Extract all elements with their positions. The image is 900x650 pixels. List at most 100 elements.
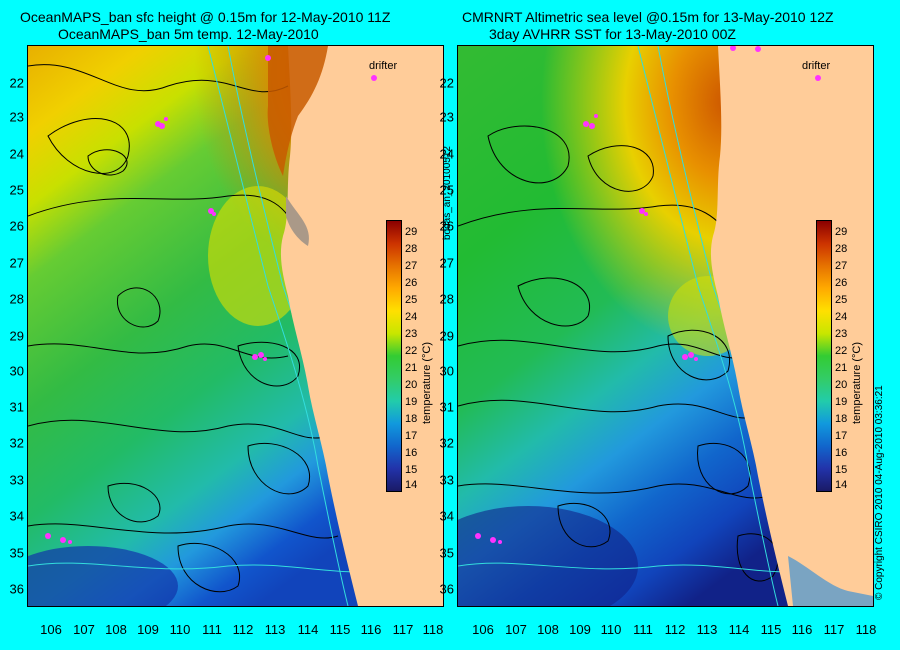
cbar-tick: 28: [835, 243, 848, 255]
latitude-tick: 33: [9, 472, 24, 488]
latitude-tick: 22: [439, 75, 454, 91]
longitude-tick: 118: [422, 622, 444, 637]
cbar-tick: 25: [405, 294, 418, 306]
longitude-tick: 115: [760, 622, 782, 637]
longitude-tick: 116: [791, 622, 813, 637]
latitude-tick: 27: [439, 255, 454, 271]
cbar-tick: 21: [405, 362, 418, 374]
cbar-tick: 25: [835, 294, 848, 306]
cbar-tick: 29: [835, 226, 848, 238]
run-id-label: bodas_an_20100512: [442, 146, 453, 240]
latitude-tick: 30: [9, 363, 24, 379]
right-drifter-label: drifter: [802, 60, 831, 72]
latitude-tick: 24: [9, 146, 24, 162]
latitude-tick: 32: [9, 435, 24, 451]
latitude-tick: 33: [439, 472, 454, 488]
longitude-tick: 116: [360, 622, 382, 637]
cbar-tick: 23: [405, 328, 418, 340]
latitude-tick: 35: [9, 545, 24, 561]
latitude-tick: 28: [439, 291, 454, 307]
longitude-tick: 112: [664, 622, 686, 637]
longitude-tick: 109: [137, 622, 159, 637]
latitude-tick: 23: [9, 109, 24, 125]
longitude-tick: 115: [329, 622, 351, 637]
cbar-tick: 23: [835, 328, 848, 340]
longitude-tick: 110: [600, 622, 622, 637]
cbar-tick: 16: [405, 447, 418, 459]
left-map-panel: drifter 29 28 27 26 25 24 23 22 21 20 19…: [27, 45, 444, 607]
cbar-tick: 26: [835, 277, 848, 289]
latitude-tick: 36: [439, 581, 454, 597]
cbar-tick: 27: [835, 260, 848, 272]
cbar-tick: 28: [405, 243, 418, 255]
cbar-tick: 24: [405, 311, 418, 323]
cbar-tick: 17: [835, 430, 848, 442]
right-longitude-axis: 106 107 108 109 110 111 112 113 114 115 …: [430, 622, 890, 642]
left-title-line1: OceanMAPS_ban sfc height @ 0.15m for 12-…: [20, 9, 391, 25]
latitude-tick: 29: [439, 328, 454, 344]
longitude-tick: 113: [696, 622, 718, 637]
longitude-tick: 109: [569, 622, 591, 637]
left-latitude-axis: 22 23 24 25 26 27 28 29 30 31 32 33 34 3…: [0, 0, 26, 650]
left-colorbar: [386, 220, 402, 492]
longitude-tick: 107: [505, 622, 527, 637]
latitude-tick: 25: [9, 182, 24, 198]
longitude-tick: 106: [40, 622, 62, 637]
cbar-tick: 15: [405, 464, 418, 476]
cbar-tick: 19: [835, 396, 848, 408]
copyright-label: © Copyright CSIRO 2010 04-Aug-2010 03:36…: [874, 385, 885, 600]
latitude-tick: 22: [9, 75, 24, 91]
longitude-tick: 108: [105, 622, 127, 637]
latitude-tick: 30: [439, 363, 454, 379]
right-map-canvas: [458, 46, 873, 606]
cbar-tick: 22: [405, 345, 418, 357]
longitude-tick: 106: [472, 622, 494, 637]
latitude-tick: 32: [439, 435, 454, 451]
cbar-tick: 26: [405, 277, 418, 289]
longitude-tick: 110: [169, 622, 191, 637]
cbar-tick: 18: [405, 413, 418, 425]
cbar-tick: 22: [835, 345, 848, 357]
latitude-tick: 23: [439, 109, 454, 125]
right-colorbar-ticks: 29 28 27 26 25 24 23 22 21 20 19 18 17 1…: [835, 220, 865, 491]
cbar-tick: 20: [835, 379, 848, 391]
cbar-tick: 14: [405, 479, 418, 491]
latitude-tick: 34: [439, 508, 454, 524]
longitude-tick: 111: [202, 622, 222, 637]
latitude-tick: 28: [9, 291, 24, 307]
longitude-tick: 117: [823, 622, 845, 637]
cbar-tick: 21: [835, 362, 848, 374]
latitude-tick: 27: [9, 255, 24, 271]
latitude-tick: 29: [9, 328, 24, 344]
longitude-tick: 118: [855, 622, 877, 637]
left-drifter-label: drifter: [369, 60, 398, 72]
latitude-tick: 26: [9, 218, 24, 234]
left-longitude-axis: 106 107 108 109 110 111 112 113 114 115 …: [0, 622, 450, 642]
cbar-tick: 18: [835, 413, 848, 425]
longitude-tick: 111: [633, 622, 653, 637]
cbar-tick: 14: [835, 479, 848, 491]
cbar-tick: 17: [405, 430, 418, 442]
latitude-tick: 26: [439, 218, 454, 234]
right-title-line2: 3day AVHRR SST for 13-May-2010 00Z: [489, 26, 736, 42]
cbar-tick: 19: [405, 396, 418, 408]
left-colorbar-ticks: 29 28 27 26 25 24 23 22 21 20 19 18 17 1…: [405, 220, 435, 491]
latitude-tick: 24: [439, 146, 454, 162]
right-title-line1: CMRNRT Altimetric sea level @0.15m for 1…: [462, 9, 834, 25]
longitude-tick: 114: [728, 622, 750, 637]
longitude-tick: 108: [537, 622, 559, 637]
cbar-tick: 27: [405, 260, 418, 272]
longitude-tick: 107: [73, 622, 95, 637]
left-map-canvas: [28, 46, 443, 606]
latitude-tick: 35: [439, 545, 454, 561]
longitude-tick: 112: [232, 622, 254, 637]
right-colorbar: [816, 220, 832, 492]
cbar-tick: 15: [835, 464, 848, 476]
right-colorbar-label: temperature (°C): [851, 341, 863, 424]
longitude-tick: 114: [297, 622, 319, 637]
right-map-panel: drifter 29 28 27 26 25 24 23 22 21 20 19…: [457, 45, 874, 607]
latitude-tick: 31: [439, 399, 454, 415]
right-latitude-axis: 22 23 24 25 26 27 28 29 30 31 32 33 34 3…: [430, 0, 456, 650]
cbar-tick: 20: [405, 379, 418, 391]
cbar-tick: 24: [835, 311, 848, 323]
